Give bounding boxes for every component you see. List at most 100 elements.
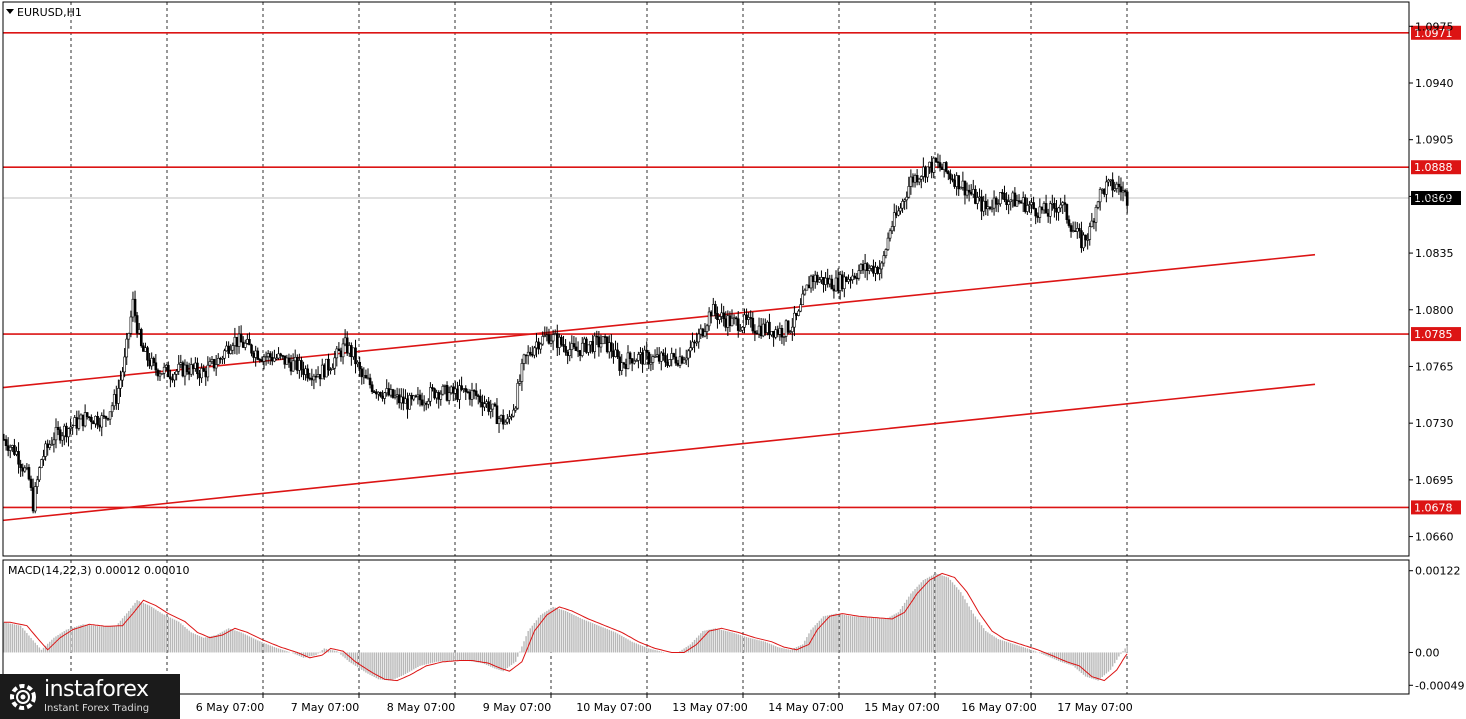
candle-body (285, 357, 289, 365)
candle-body (643, 349, 646, 365)
x-tick-label: 8 May 07:00 (387, 701, 455, 714)
candle-body (549, 340, 553, 344)
candle-body (614, 349, 617, 357)
candle-body (666, 361, 669, 366)
candle-body (978, 196, 981, 199)
symbol-dropdown-icon[interactable] (6, 9, 14, 14)
candle-body (162, 366, 166, 374)
current-price-tag (1411, 191, 1461, 206)
candle-body (951, 178, 954, 181)
candle-body (158, 373, 162, 377)
candle-body (824, 277, 827, 285)
candle-body (607, 342, 611, 353)
candle-body (772, 330, 775, 338)
candle-body (1030, 202, 1033, 205)
candle-body (622, 362, 626, 365)
candle-body (1105, 181, 1108, 195)
candle-body (940, 167, 944, 170)
candle-body (4, 439, 8, 446)
candle-body (1001, 192, 1004, 194)
candle-body (206, 364, 210, 378)
candle-body (1034, 208, 1037, 217)
candle-body (183, 364, 187, 377)
candle-body (1092, 220, 1096, 223)
candle-body (878, 268, 881, 274)
candle-body (1055, 208, 1058, 213)
candle-body (1021, 197, 1025, 204)
candle-body (164, 364, 168, 368)
candle-body (911, 176, 915, 183)
candle-body (481, 401, 484, 408)
candle-body (148, 359, 151, 367)
candle-body (1044, 203, 1048, 214)
candle-body (223, 350, 226, 359)
candle-body (104, 416, 108, 419)
candle-body (29, 478, 33, 488)
chart-title: EURUSD,H1 (17, 6, 82, 19)
x-tick-label: 17 May 07:00 (1057, 701, 1132, 714)
candle-body (314, 375, 318, 378)
candle-body (974, 189, 977, 204)
candle-body (325, 358, 328, 378)
y-tick-label: 1.0800 (1415, 304, 1454, 317)
candle-body (512, 409, 515, 417)
candle-body (135, 315, 139, 334)
candle-body (117, 388, 120, 404)
candle-body (558, 336, 561, 348)
candle-body (580, 342, 584, 356)
candle-body (836, 277, 840, 291)
candle-body (780, 328, 784, 338)
candle-body (277, 353, 280, 359)
y-tick-label: 1.0940 (1415, 77, 1454, 90)
candle-body (412, 395, 416, 400)
candle-body (67, 428, 70, 438)
candle-body (1100, 188, 1104, 191)
candle-body (262, 356, 266, 362)
candle-body (832, 288, 836, 292)
candle-body (535, 341, 538, 349)
candle-body (919, 176, 923, 180)
candle-body (809, 275, 813, 289)
candle-body (820, 277, 823, 281)
candle-body (35, 479, 39, 487)
candle-body (377, 391, 380, 395)
candle-body (626, 352, 630, 370)
candle-body (1096, 201, 1100, 208)
candle-body (129, 316, 133, 334)
candle-body (924, 166, 927, 178)
candle-body (393, 395, 397, 398)
candle-body (895, 212, 898, 216)
candle-body (701, 328, 705, 337)
candle-body (641, 352, 644, 365)
candle-body (1063, 202, 1067, 205)
candle-body (541, 336, 545, 345)
candle-body (736, 318, 740, 331)
candle-body (331, 367, 334, 370)
candle-body (874, 266, 877, 274)
candle-body (843, 276, 846, 289)
candle-body (897, 210, 900, 216)
candle-body (420, 399, 424, 406)
candle-body (587, 344, 590, 353)
candle-body (562, 344, 565, 347)
candle-body (768, 321, 771, 336)
candle-body (739, 329, 742, 332)
candle-body (437, 392, 441, 400)
macd-tick-label: 0.00 (1415, 646, 1440, 659)
candle-body (75, 417, 79, 429)
candle-body (857, 270, 861, 279)
candle-body (298, 360, 301, 371)
candle-body (337, 348, 341, 352)
candle-body (48, 444, 52, 448)
candle-body (709, 311, 713, 317)
y-tick-label: 1.0730 (1415, 417, 1454, 430)
candle-body (1048, 203, 1052, 217)
candle-body (564, 346, 567, 353)
candle-body (422, 402, 426, 406)
candle-body (137, 329, 141, 334)
candle-body (1103, 188, 1106, 195)
candle-body (241, 341, 245, 348)
candle-body (252, 352, 255, 358)
candle-body (191, 364, 195, 369)
